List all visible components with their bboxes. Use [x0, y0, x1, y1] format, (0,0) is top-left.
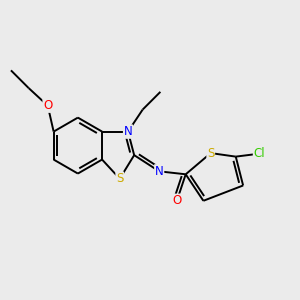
Text: S: S: [116, 172, 123, 185]
Text: S: S: [207, 147, 214, 160]
Text: N: N: [124, 125, 132, 138]
Text: N: N: [155, 165, 164, 178]
Text: O: O: [172, 194, 182, 207]
Text: Cl: Cl: [254, 147, 265, 160]
Text: O: O: [43, 99, 52, 112]
